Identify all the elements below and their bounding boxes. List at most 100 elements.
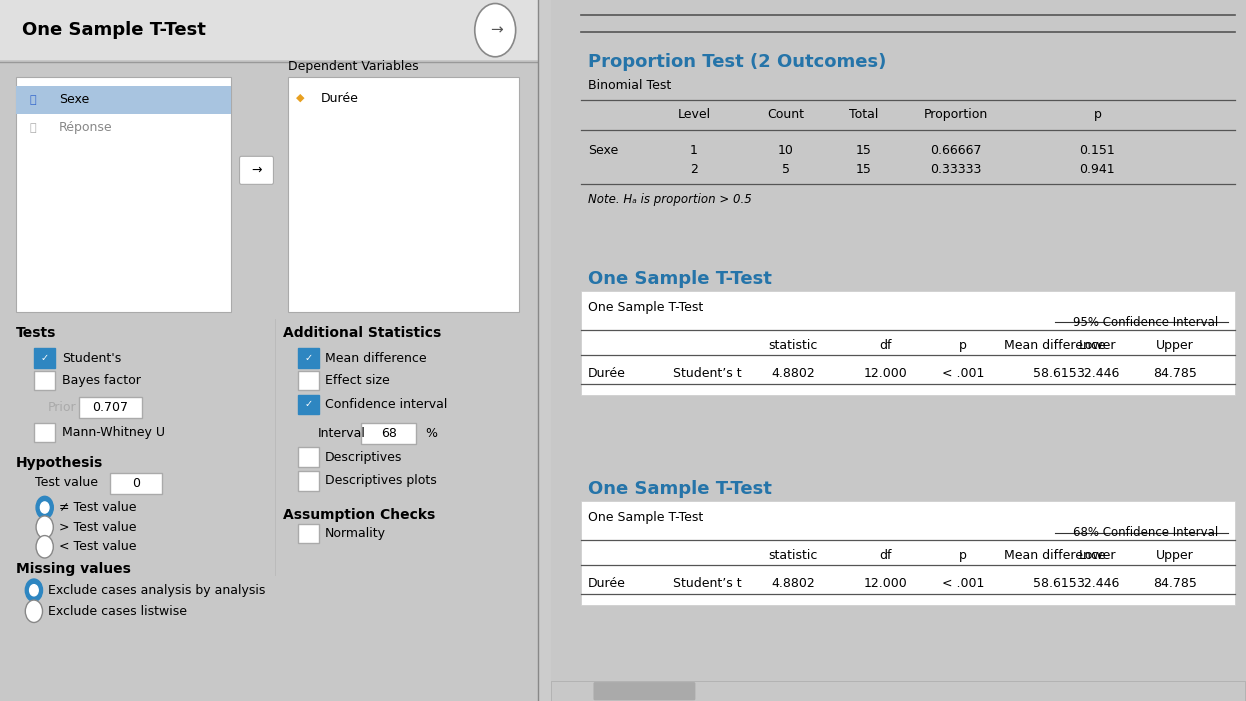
Text: Interval: Interval bbox=[318, 427, 365, 440]
Text: Proportion Test (2 Outcomes): Proportion Test (2 Outcomes) bbox=[588, 53, 886, 71]
Text: Durée: Durée bbox=[588, 367, 625, 380]
Text: 84.785: 84.785 bbox=[1154, 578, 1197, 590]
Text: 58.615: 58.615 bbox=[1033, 367, 1077, 380]
Text: 👥: 👥 bbox=[30, 123, 36, 132]
Text: Count: Count bbox=[768, 109, 805, 121]
Text: 👥: 👥 bbox=[30, 95, 36, 104]
Text: Normality: Normality bbox=[325, 527, 386, 540]
Text: 0.33333: 0.33333 bbox=[931, 163, 982, 176]
FancyBboxPatch shape bbox=[35, 371, 55, 390]
Circle shape bbox=[25, 600, 42, 622]
Text: ◆: ◆ bbox=[297, 93, 304, 103]
Text: Sexe: Sexe bbox=[60, 93, 90, 106]
Text: Missing values: Missing values bbox=[16, 562, 131, 576]
Text: 95% Confidence Interval: 95% Confidence Interval bbox=[1073, 316, 1217, 329]
Text: 0: 0 bbox=[132, 477, 140, 490]
Text: One Sample T-Test: One Sample T-Test bbox=[588, 270, 771, 288]
Text: Test value: Test value bbox=[35, 477, 98, 489]
Text: < Test value: < Test value bbox=[60, 540, 137, 553]
Text: 0.941: 0.941 bbox=[1079, 163, 1115, 176]
Text: < .001: < .001 bbox=[942, 367, 984, 380]
Text: df: df bbox=[878, 550, 891, 562]
Text: Dependent Variables: Dependent Variables bbox=[288, 60, 419, 73]
Text: One Sample T-Test: One Sample T-Test bbox=[588, 480, 771, 498]
Text: 32.446: 32.446 bbox=[1075, 578, 1119, 590]
FancyBboxPatch shape bbox=[80, 397, 142, 418]
Text: Tests: Tests bbox=[16, 326, 56, 340]
FancyBboxPatch shape bbox=[593, 682, 695, 700]
Text: One Sample T-Test: One Sample T-Test bbox=[588, 301, 703, 313]
Text: 0.707: 0.707 bbox=[92, 402, 128, 414]
Circle shape bbox=[25, 579, 42, 601]
Text: 15: 15 bbox=[856, 163, 872, 176]
Text: 15: 15 bbox=[856, 144, 872, 156]
Text: Upper: Upper bbox=[1156, 339, 1194, 352]
Text: Lower: Lower bbox=[1079, 339, 1116, 352]
Text: 4.8802: 4.8802 bbox=[771, 367, 815, 380]
Text: 12.000: 12.000 bbox=[863, 578, 907, 590]
Circle shape bbox=[36, 536, 54, 558]
Text: Lower: Lower bbox=[1079, 550, 1116, 562]
FancyBboxPatch shape bbox=[361, 423, 416, 444]
Text: Confidence interval: Confidence interval bbox=[325, 398, 447, 411]
Text: 1: 1 bbox=[690, 144, 698, 156]
Text: 68: 68 bbox=[381, 427, 396, 440]
Text: 12.000: 12.000 bbox=[863, 367, 907, 380]
Text: 5: 5 bbox=[782, 163, 790, 176]
Text: Descriptives: Descriptives bbox=[325, 451, 402, 463]
Text: 4.8802: 4.8802 bbox=[771, 578, 815, 590]
Text: Durée: Durée bbox=[320, 92, 358, 104]
Text: p: p bbox=[1094, 109, 1101, 121]
Text: Exclude cases analysis by analysis: Exclude cases analysis by analysis bbox=[49, 584, 265, 597]
FancyBboxPatch shape bbox=[16, 77, 232, 312]
Text: One Sample T-Test: One Sample T-Test bbox=[21, 21, 206, 39]
Text: 10: 10 bbox=[778, 144, 794, 156]
Text: df: df bbox=[878, 339, 891, 352]
Text: p: p bbox=[959, 339, 967, 352]
Text: Descriptives plots: Descriptives plots bbox=[325, 475, 437, 487]
FancyBboxPatch shape bbox=[239, 156, 273, 184]
FancyBboxPatch shape bbox=[581, 501, 1235, 605]
Circle shape bbox=[40, 502, 49, 513]
Text: statistic: statistic bbox=[769, 339, 817, 352]
FancyBboxPatch shape bbox=[538, 0, 551, 701]
FancyBboxPatch shape bbox=[35, 423, 55, 442]
Text: Durée: Durée bbox=[588, 578, 625, 590]
Text: Assumption Checks: Assumption Checks bbox=[283, 508, 435, 522]
Text: 58.615: 58.615 bbox=[1033, 578, 1077, 590]
Text: Binomial Test: Binomial Test bbox=[588, 79, 672, 92]
Text: 68% Confidence Interval: 68% Confidence Interval bbox=[1073, 526, 1217, 539]
Text: Réponse: Réponse bbox=[60, 121, 113, 134]
Text: ✓: ✓ bbox=[304, 353, 313, 363]
Text: p: p bbox=[959, 550, 967, 562]
Text: Proportion: Proportion bbox=[923, 109, 988, 121]
Text: Note. Hₐ is proportion > 0.5: Note. Hₐ is proportion > 0.5 bbox=[588, 193, 751, 205]
Text: Mean difference: Mean difference bbox=[1004, 550, 1105, 562]
Text: Prior: Prior bbox=[47, 402, 76, 414]
Circle shape bbox=[36, 516, 54, 538]
Text: 2: 2 bbox=[690, 163, 698, 176]
Text: Hypothesis: Hypothesis bbox=[16, 456, 103, 470]
Circle shape bbox=[475, 4, 516, 57]
Text: Additional Statistics: Additional Statistics bbox=[283, 326, 441, 340]
Text: Mean difference: Mean difference bbox=[325, 352, 426, 365]
FancyBboxPatch shape bbox=[298, 447, 319, 467]
Text: Mann-Whitney U: Mann-Whitney U bbox=[62, 426, 164, 439]
Text: Exclude cases listwise: Exclude cases listwise bbox=[49, 605, 187, 618]
FancyBboxPatch shape bbox=[298, 348, 319, 368]
Text: →: → bbox=[490, 22, 502, 38]
Text: Effect size: Effect size bbox=[325, 374, 390, 387]
Text: →: → bbox=[252, 164, 262, 177]
FancyBboxPatch shape bbox=[110, 473, 162, 494]
Circle shape bbox=[36, 496, 54, 519]
Text: Bayes factor: Bayes factor bbox=[62, 374, 141, 387]
FancyBboxPatch shape bbox=[288, 77, 520, 312]
Text: 0.151: 0.151 bbox=[1079, 144, 1115, 156]
Text: Student's: Student's bbox=[62, 352, 121, 365]
FancyBboxPatch shape bbox=[16, 86, 232, 114]
Text: Mean difference: Mean difference bbox=[1004, 339, 1105, 352]
Text: Upper: Upper bbox=[1156, 550, 1194, 562]
Text: Student’s t: Student’s t bbox=[673, 578, 741, 590]
Circle shape bbox=[30, 585, 39, 596]
Text: Total: Total bbox=[849, 109, 878, 121]
